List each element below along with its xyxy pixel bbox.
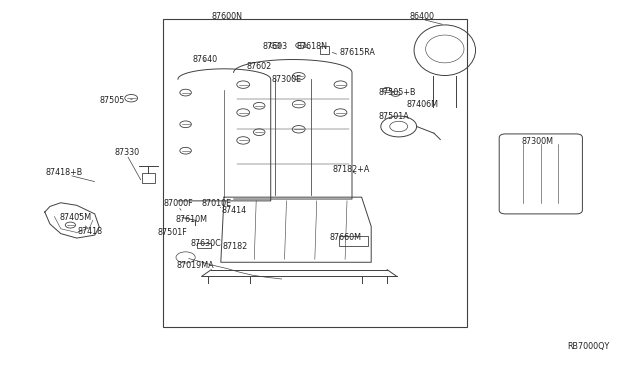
Text: 87300M: 87300M (522, 137, 554, 146)
Text: 87618N: 87618N (297, 42, 328, 51)
Text: 87019MA: 87019MA (177, 262, 214, 270)
Bar (163, 19, 467, 327)
Text: 87182: 87182 (223, 242, 248, 251)
Text: 87630C: 87630C (191, 239, 221, 248)
Bar (320, 46, 329, 54)
Text: 87603: 87603 (262, 42, 288, 51)
Text: 87505: 87505 (99, 96, 125, 105)
Text: 87418+B: 87418+B (45, 169, 83, 177)
Text: 86400: 86400 (410, 12, 435, 21)
Text: 87610M: 87610M (176, 215, 208, 224)
Text: 87406M: 87406M (406, 100, 438, 109)
Text: 87418: 87418 (77, 227, 102, 236)
Text: 87505+B: 87505+B (378, 88, 415, 97)
Bar (197, 243, 211, 248)
Text: 87330: 87330 (114, 148, 140, 157)
Text: 87300E: 87300E (271, 76, 302, 84)
Text: 87660M: 87660M (330, 233, 362, 242)
Bar (142, 173, 155, 183)
Text: 87640: 87640 (192, 55, 218, 64)
Text: 87182+A: 87182+A (332, 165, 369, 174)
Text: 87615RA: 87615RA (339, 48, 375, 57)
Text: 87501F: 87501F (158, 228, 188, 237)
Bar (339, 236, 368, 246)
Text: RB7000QY: RB7000QY (568, 342, 610, 351)
Text: 87602: 87602 (246, 62, 272, 71)
Text: 87501A: 87501A (378, 112, 409, 121)
Text: 87414: 87414 (221, 206, 246, 215)
Text: 87405M: 87405M (60, 213, 92, 222)
Text: 87600N: 87600N (212, 12, 243, 21)
Text: 87000F: 87000F (163, 199, 193, 208)
Text: 87010E: 87010E (201, 199, 232, 208)
